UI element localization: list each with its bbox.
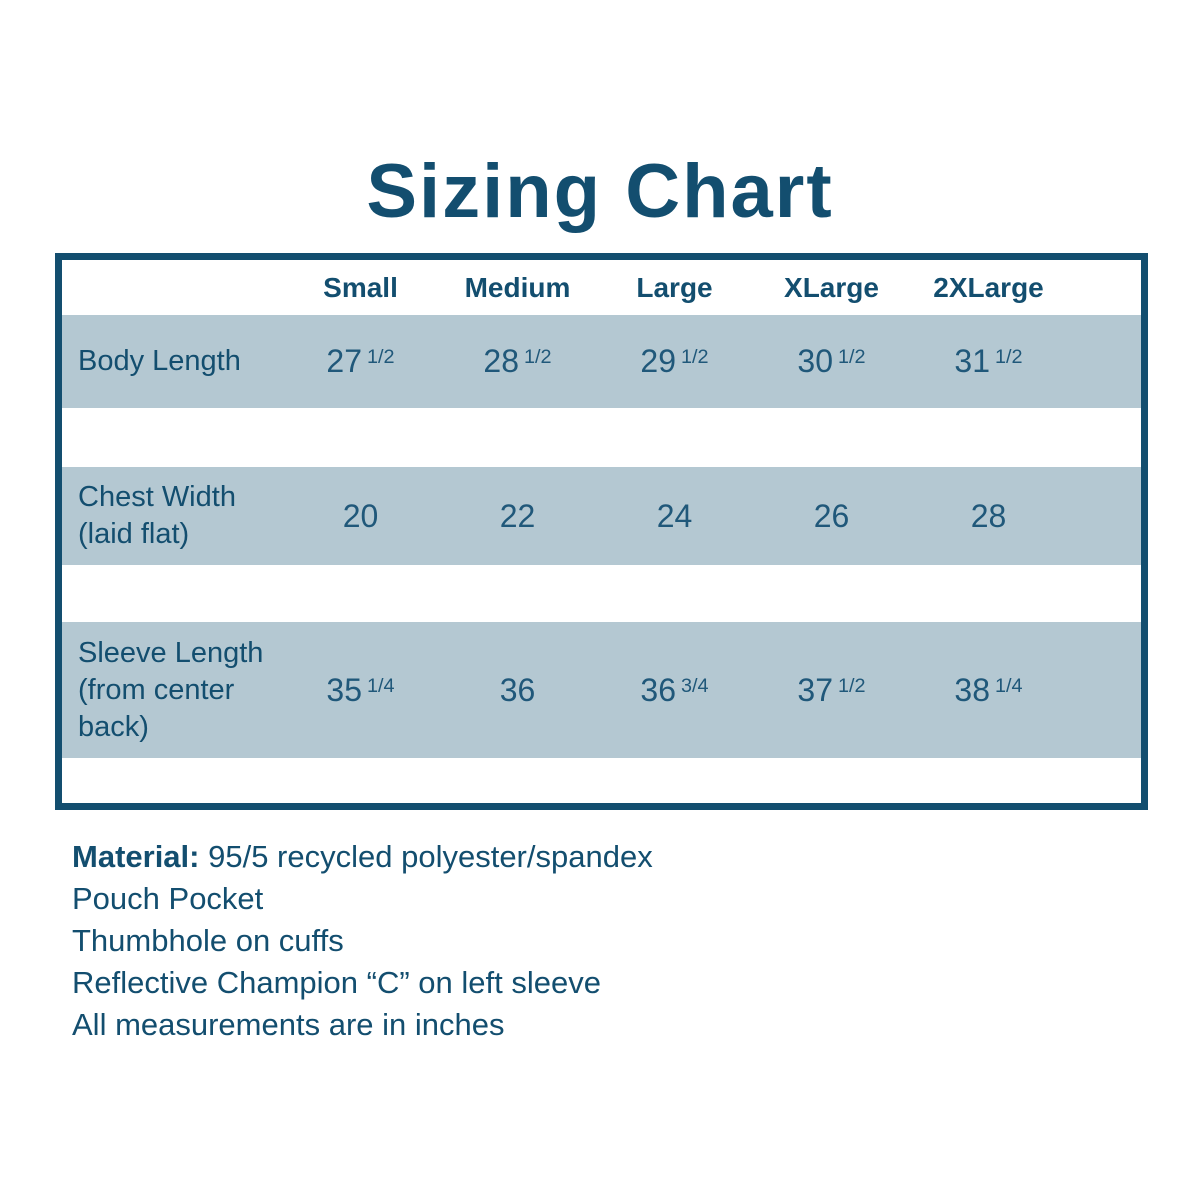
size-value: 29 1/2 — [596, 343, 753, 380]
value-whole: 30 — [797, 343, 833, 379]
size-value: 24 — [596, 498, 753, 535]
value-fraction: 1/2 — [995, 346, 1023, 369]
value-whole: 36 — [640, 671, 676, 708]
value-whole: 28 — [483, 343, 519, 379]
table-row-sleeve-length: Sleeve Length (from center back) 35 1/4 36 36 3… — [62, 622, 1141, 758]
row-spacer — [62, 408, 1141, 467]
column-header: XLarge — [784, 271, 879, 303]
value-whole: 36 — [499, 671, 536, 708]
size-value: 36 3/4 — [596, 672, 753, 709]
note-lead: Material: — [72, 839, 200, 874]
value-whole: 22 — [499, 497, 536, 534]
value-whole: 37 — [797, 671, 833, 708]
size-value: 22 — [439, 498, 596, 535]
row-label: Sleeve Length (from center back) — [78, 636, 264, 743]
page-title: Sizing Chart — [366, 149, 834, 234]
note-line: Thumbhole on cuffs — [72, 923, 344, 958]
column-header: 2XLarge — [933, 271, 1044, 303]
size-value: 38 1/4 — [910, 672, 1067, 709]
column-header: Small — [323, 271, 398, 303]
column-header: Large — [636, 271, 713, 303]
row-label: Chest Width (laid flat) — [78, 481, 236, 550]
value-fraction: 3/4 — [681, 674, 709, 697]
table-header-row: Small Medium Large XLarge 2XLarge — [62, 260, 1141, 315]
note-line: Reflective Champion “C” on left sleeve — [72, 965, 601, 1000]
size-value: 20 — [282, 498, 439, 535]
column-header: Medium — [464, 271, 571, 303]
value-fraction: 1/2 — [838, 674, 866, 697]
value-fraction: 1/2 — [524, 346, 552, 369]
value-fraction: 1/2 — [681, 346, 709, 369]
note-line: Material: 95/5 recycled polyester/spande… — [72, 839, 653, 874]
size-value: 26 — [753, 498, 910, 535]
value-whole: 20 — [342, 497, 379, 534]
value-whole: 28 — [970, 497, 1007, 534]
value-whole: 26 — [813, 497, 850, 534]
size-value: 30 1/2 — [753, 343, 910, 380]
table-row-body-length: Body Length 27 1/2 28 1/2 29 1/2 30 1/2 31 1/2 — [62, 315, 1141, 408]
size-value: 31 1/2 — [910, 343, 1067, 380]
size-value: 36 — [439, 672, 596, 709]
table-row-chest-width: Chest Width (laid flat) 20 22 24 26 28 — [62, 467, 1141, 565]
sizing-table: Small Medium Large XLarge 2XLarge Body Lengt… — [55, 253, 1148, 810]
value-whole: 35 — [326, 671, 362, 708]
value-fraction: 1/2 — [367, 346, 395, 369]
size-value: 28 1/2 — [439, 343, 596, 380]
value-whole: 24 — [656, 497, 693, 534]
size-value: 37 1/2 — [753, 672, 910, 709]
note-line: All measurements are in inches — [72, 1007, 505, 1042]
size-value: 27 1/2 — [282, 343, 439, 380]
value-whole: 31 — [954, 343, 990, 379]
size-value: 28 — [910, 498, 1067, 535]
value-fraction: 1/2 — [838, 346, 866, 369]
product-notes: Material: 95/5 recycled polyester/spande… — [72, 836, 1132, 1046]
row-spacer — [62, 565, 1141, 622]
value-fraction: 1/4 — [367, 674, 395, 697]
row-label: Body Length — [78, 345, 241, 377]
value-whole: 38 — [954, 671, 990, 708]
note-line: Pouch Pocket — [72, 881, 264, 916]
value-whole: 27 — [326, 343, 362, 379]
size-value: 35 1/4 — [282, 672, 439, 709]
value-fraction: 1/4 — [995, 674, 1023, 697]
value-whole: 29 — [640, 343, 676, 379]
